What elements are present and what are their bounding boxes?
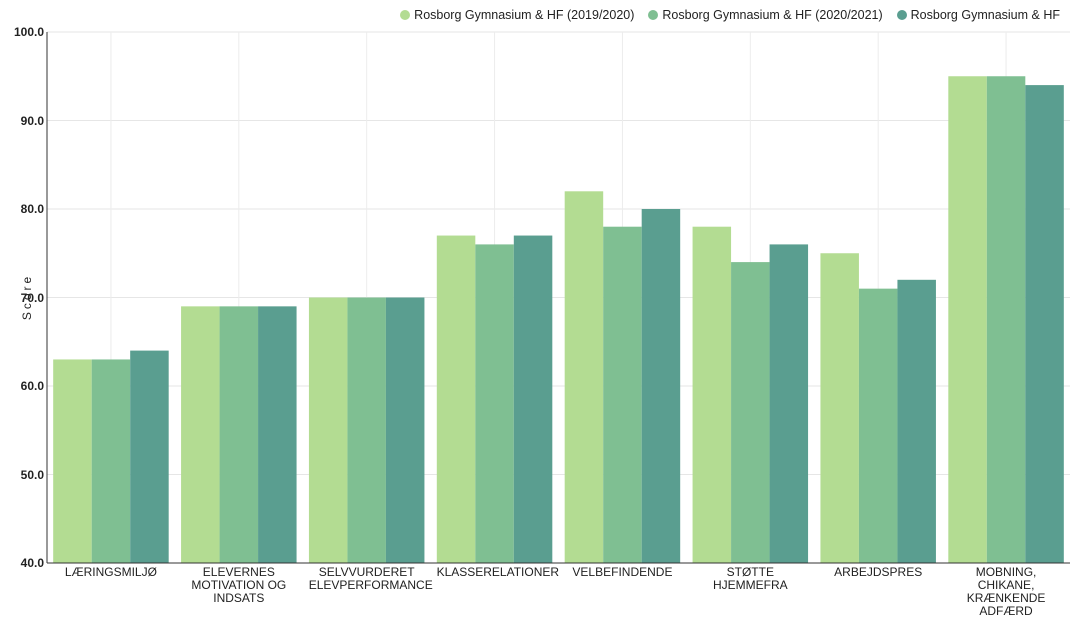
legend-item-2020-2021[interactable]: Rosborg Gymnasium & HF (2020/2021) — [648, 8, 883, 22]
chart-legend: Rosborg Gymnasium & HF (2019/2020) Rosbo… — [400, 8, 1060, 22]
bar[interactable] — [897, 279, 936, 563]
x-tick-label: MOBNING, CHIKANE, KRÆNKENDE ADFÆRD — [966, 565, 1046, 618]
bar[interactable] — [603, 226, 642, 563]
x-tick-label: ARBEJDSPRES — [834, 565, 923, 579]
legend-marker — [896, 10, 907, 20]
bar[interactable] — [731, 262, 770, 563]
bar[interactable] — [769, 244, 809, 563]
bar[interactable] — [436, 235, 476, 564]
bar[interactable] — [385, 297, 425, 564]
bar[interactable] — [986, 76, 1026, 563]
y-tick-label: 80.0 — [20, 202, 44, 216]
legend-item-2019-2020[interactable]: Rosborg Gymnasium & HF (2019/2020) — [400, 8, 634, 22]
bar[interactable] — [91, 359, 131, 563]
x-tick-label: LÆRINGSMILJØ — [64, 565, 157, 579]
x-tick-label: VELBEFINDENDE — [572, 565, 673, 579]
x-tick-label: ELEVERNES MOTIVATION OG INDSATS — [191, 565, 287, 605]
bar[interactable] — [53, 359, 92, 563]
y-tick-label: 100.0 — [13, 25, 44, 39]
x-tick-label: STØTTE HJEMMEFRA — [712, 565, 788, 592]
legend-label: Rosborg Gymnasium & HF (2020/2021) — [662, 8, 883, 22]
bar[interactable] — [219, 306, 259, 563]
legend-marker — [648, 10, 659, 20]
x-tick-label: KLASSERELATIONER — [436, 565, 560, 579]
bar[interactable] — [475, 244, 514, 563]
bar[interactable] — [858, 288, 898, 563]
bar[interactable] — [641, 209, 681, 563]
bar[interactable] — [258, 306, 297, 563]
bar[interactable] — [513, 235, 553, 564]
x-tick-label: SELVVURDERET ELEVPERFORMANCE — [308, 565, 433, 592]
legend-marker — [400, 10, 411, 20]
bar[interactable] — [1025, 85, 1064, 563]
legend-label: Rosborg Gymnasium & HF — [910, 8, 1060, 22]
bar[interactable] — [948, 76, 987, 563]
bar[interactable] — [347, 297, 386, 564]
legend-item-current[interactable]: Rosborg Gymnasium & HF — [896, 8, 1060, 22]
bar[interactable] — [181, 306, 220, 563]
y-tick-label: 50.0 — [20, 467, 44, 482]
bar[interactable] — [308, 297, 348, 564]
bar[interactable] — [564, 191, 604, 564]
bar[interactable] — [130, 350, 169, 563]
y-tick-label: 90.0 — [20, 113, 44, 128]
bar[interactable] — [820, 253, 859, 563]
y-tick-label: 60.0 — [20, 379, 44, 393]
bar[interactable] — [692, 226, 732, 563]
y-tick-label: 40.0 — [20, 556, 44, 570]
y-tick-label: 70.0 — [20, 290, 44, 305]
legend-label: Rosborg Gymnasium & HF (2019/2020) — [414, 8, 635, 22]
